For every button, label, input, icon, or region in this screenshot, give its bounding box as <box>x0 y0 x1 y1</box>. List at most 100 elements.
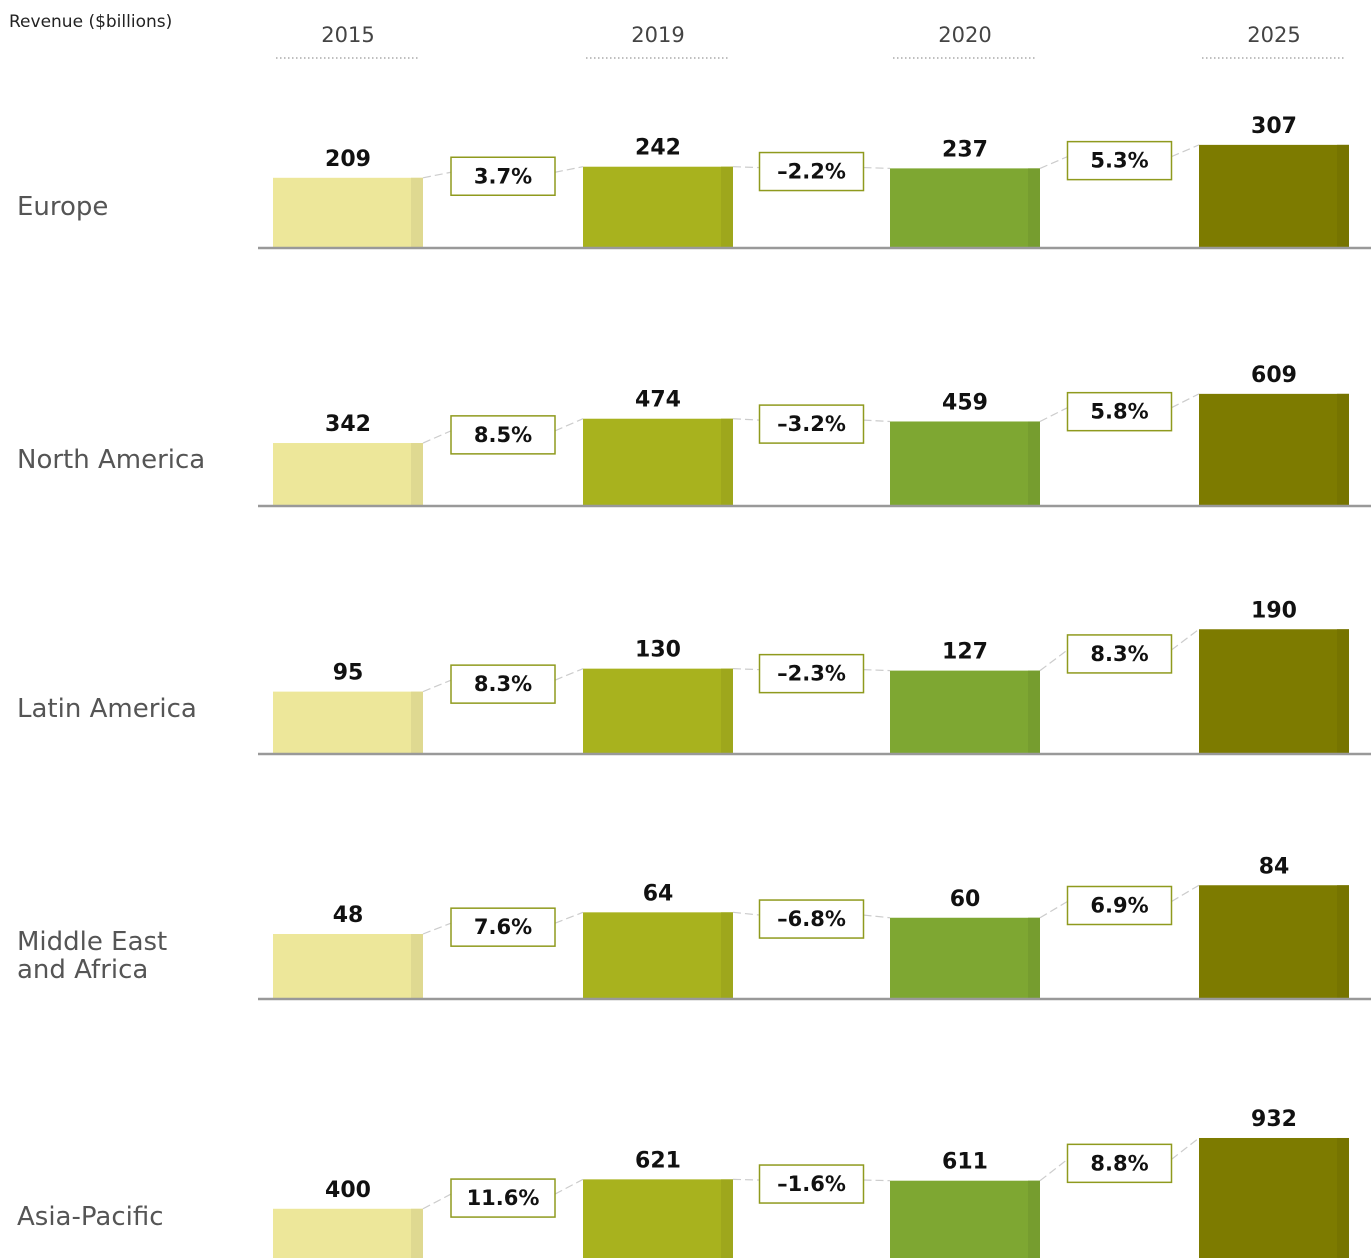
growth-box <box>450 1178 556 1218</box>
connector <box>863 1179 891 1182</box>
connector <box>422 171 452 179</box>
growth-box <box>450 907 556 947</box>
bar-edge <box>1337 1137 1349 1258</box>
bar-edge <box>1337 393 1349 506</box>
bar-edge <box>721 1179 733 1258</box>
growth-label: –2.2% <box>777 160 846 184</box>
bar-edge <box>721 912 733 999</box>
bar <box>273 443 423 506</box>
bar-edge <box>721 166 733 248</box>
connector <box>554 1178 584 1195</box>
connector <box>554 166 584 173</box>
growth-box <box>758 899 865 939</box>
growth-label: 11.6% <box>467 1186 540 1210</box>
column-header: 2020 <box>938 23 991 47</box>
connector <box>1171 144 1200 158</box>
bar <box>273 691 423 754</box>
bar-edge <box>411 934 423 999</box>
bar-edge <box>411 177 423 248</box>
bar-edge <box>1028 168 1040 248</box>
value-label: 609 <box>1251 363 1297 388</box>
bar <box>1199 144 1349 248</box>
connector <box>422 679 452 693</box>
growth-box <box>758 1164 865 1204</box>
bar-edge <box>1028 421 1040 506</box>
connector <box>1039 649 1068 672</box>
growth-label: –2.3% <box>777 662 846 686</box>
growth-label: –6.8% <box>777 907 846 931</box>
connector <box>863 669 891 672</box>
growth-box <box>450 156 556 197</box>
bar <box>583 1179 733 1258</box>
value-label: 48 <box>333 903 364 928</box>
value-label: 209 <box>325 147 371 172</box>
bar-edge <box>1337 885 1349 999</box>
bar <box>1199 393 1349 506</box>
value-label: 307 <box>1251 114 1297 139</box>
growth-box <box>758 404 865 444</box>
connector <box>422 430 452 444</box>
chart-title: Revenue ($billions) <box>9 12 172 32</box>
bar <box>273 934 423 999</box>
growth-box <box>1066 1143 1173 1184</box>
growth-label: 5.8% <box>1090 400 1148 424</box>
connector <box>732 166 760 169</box>
connector <box>1039 156 1068 169</box>
bar-edge <box>1337 629 1349 754</box>
connector <box>1039 900 1068 919</box>
growth-label: 8.3% <box>474 672 532 696</box>
growth-label: –1.6% <box>777 1172 846 1196</box>
growth-label: 8.8% <box>1090 1151 1148 1175</box>
growth-label: 8.5% <box>474 423 532 447</box>
bar <box>273 1208 423 1258</box>
bar <box>583 166 733 248</box>
region-label: Europe <box>17 192 109 222</box>
bar <box>1199 629 1349 754</box>
connector <box>863 419 891 423</box>
connector <box>554 911 584 924</box>
bar-edge <box>721 668 733 754</box>
value-label: 84 <box>1259 854 1290 879</box>
connector <box>422 922 452 935</box>
value-label: 64 <box>643 881 674 906</box>
region-label: Asia-Pacific <box>17 1202 164 1232</box>
growth-box <box>1066 391 1173 432</box>
connector <box>863 166 891 169</box>
column-header: 2015 <box>321 23 374 47</box>
growth-label: 8.3% <box>1090 642 1148 666</box>
bar-edge <box>721 418 733 506</box>
column-header: 2025 <box>1247 23 1300 47</box>
bar <box>1199 885 1349 999</box>
connector <box>554 418 584 432</box>
growth-label: 7.6% <box>474 915 532 939</box>
growth-box <box>1066 885 1173 926</box>
column-header: 2019 <box>631 23 684 47</box>
connector <box>554 668 584 681</box>
growth-box <box>758 151 865 192</box>
growth-box <box>758 653 865 694</box>
value-label: 60 <box>950 887 981 912</box>
value-label: 611 <box>942 1150 988 1175</box>
value-label: 190 <box>1251 598 1297 623</box>
value-label: 242 <box>635 136 681 161</box>
growth-label: –3.2% <box>777 412 846 436</box>
growth-box <box>1066 634 1173 674</box>
growth-label: 6.9% <box>1090 894 1148 918</box>
value-label: 459 <box>942 390 988 415</box>
connector <box>732 1178 760 1181</box>
connector <box>1171 884 1200 903</box>
value-label: 130 <box>635 638 681 663</box>
growth-box <box>450 664 556 704</box>
connector <box>422 1193 452 1210</box>
region-label: Middle East and Africa <box>17 927 168 985</box>
connector <box>1171 1137 1200 1160</box>
connector <box>863 914 891 919</box>
value-label: 474 <box>635 388 681 413</box>
bar <box>890 168 1040 248</box>
value-label: 621 <box>635 1148 681 1173</box>
value-label: 237 <box>942 137 988 162</box>
value-label: 342 <box>325 412 371 437</box>
connector <box>1039 1158 1068 1182</box>
